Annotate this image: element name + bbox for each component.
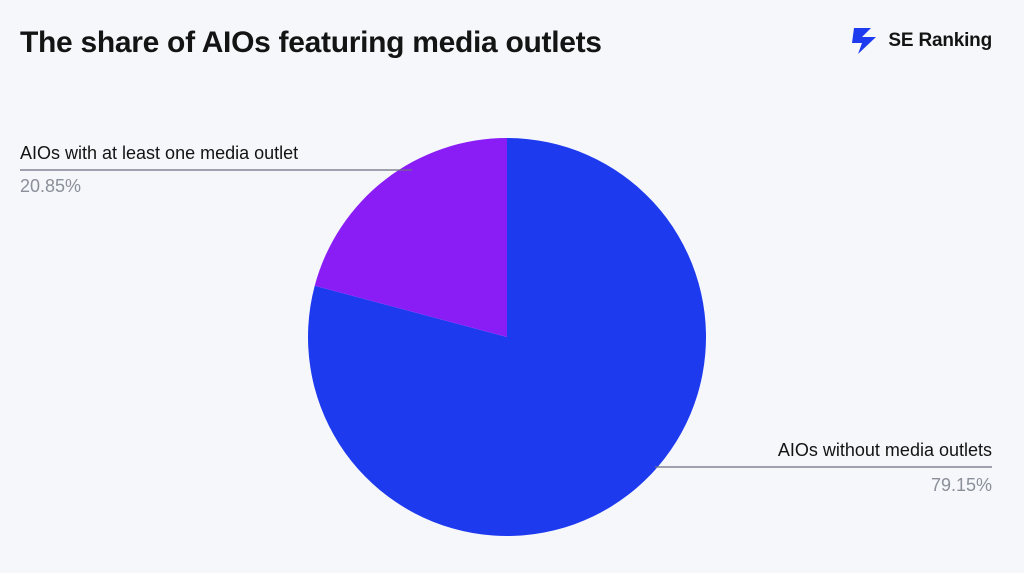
slice-label-media-value: 20.85%: [20, 176, 82, 196]
se-ranking-logo-icon: [852, 28, 877, 54]
slice-label-media-name: AIOs with at least one media outlet: [20, 143, 299, 163]
slice-label-media: AIOs with at least one media outlet 20.8…: [20, 143, 298, 197]
brand-logo: SE Ranking: [850, 26, 992, 56]
brand-name: SE Ranking: [888, 30, 992, 51]
chart-title: The share of AIOs featuring media outlet…: [20, 26, 602, 59]
slice-label-no-media-value: 79.15%: [930, 475, 992, 495]
pie-slice-media: [314, 138, 507, 337]
slice-label-no-media-name: AIOs without media outlets: [777, 440, 992, 460]
slice-label-no-media: AIOs without media outlets 79.15%: [778, 440, 992, 496]
pie-slice-no-media: [308, 138, 707, 537]
